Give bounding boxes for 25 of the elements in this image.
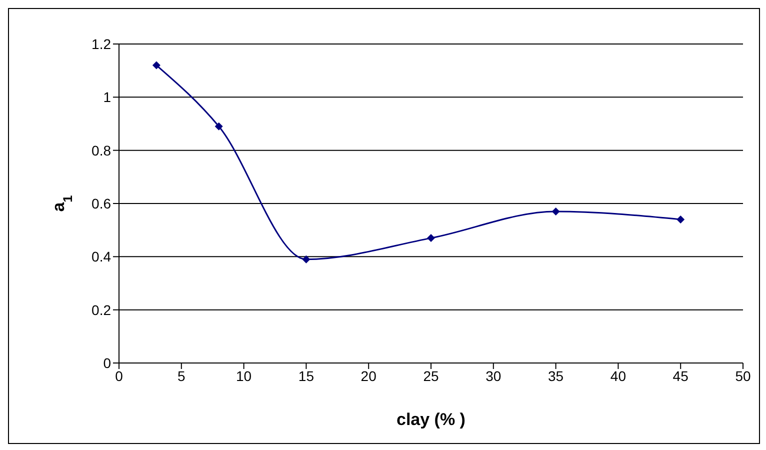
x-tick-label: 40 <box>610 368 626 384</box>
y-tick-label: 1.2 <box>92 36 112 52</box>
x-tick-label: 0 <box>115 368 124 384</box>
x-tick-label: 5 <box>178 368 186 384</box>
x-tick-label: 10 <box>236 368 252 384</box>
point <box>302 255 310 264</box>
x-tick-label: 20 <box>360 368 377 384</box>
point <box>427 234 435 242</box>
x-axis-title: clay (% ) <box>396 410 466 429</box>
y-tick-label: 0.8 <box>92 142 112 158</box>
x-tick-label: 45 <box>672 368 689 384</box>
y-tick-label: 0.4 <box>92 248 112 265</box>
y-tick-label: 0 <box>103 354 112 371</box>
point <box>152 61 160 70</box>
point <box>676 215 685 224</box>
x-tick-label: 15 <box>298 368 314 384</box>
x-tick-label: 35 <box>548 368 564 384</box>
x-tick-label: 25 <box>423 368 439 384</box>
y-tick-label: 0.2 <box>92 302 112 318</box>
y-tick-label: 1 <box>103 89 112 106</box>
point <box>214 122 223 130</box>
x-tick-label: 50 <box>735 368 751 384</box>
y-tick-label: 0.6 <box>92 195 112 212</box>
point <box>552 207 560 216</box>
x-tick-label: 30 <box>486 368 502 384</box>
